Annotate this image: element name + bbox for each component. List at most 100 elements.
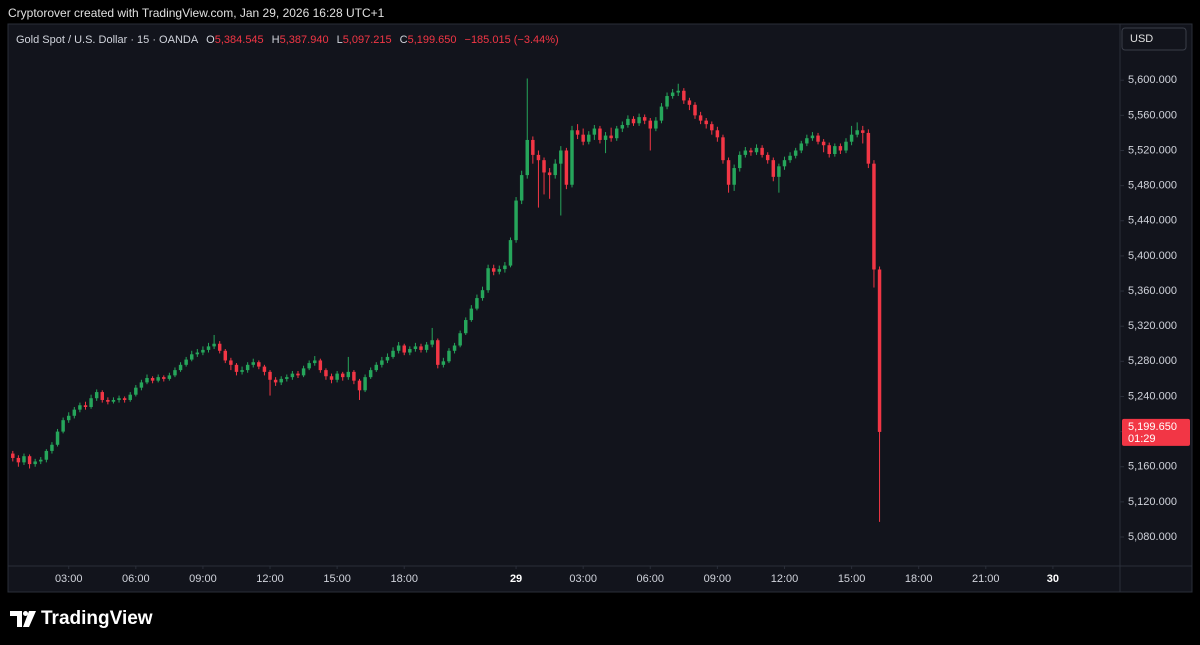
y-tick-label: 5,400.000: [1128, 250, 1177, 262]
candle-body: [318, 360, 323, 371]
x-tick-label: 12:00: [256, 573, 284, 585]
legend-line: Gold Spot / U.S. Dollar · 15 · OANDA O5,3…: [16, 34, 559, 46]
legend-value: 5,384.545: [215, 34, 264, 46]
candle-body: [821, 141, 826, 146]
candle-body: [374, 364, 379, 371]
candle-body: [575, 130, 580, 135]
candle-body: [134, 387, 138, 395]
candle-body: [447, 350, 451, 362]
x-tick-label: 30: [1047, 573, 1059, 585]
logo-mark: [10, 611, 22, 627]
chart-frame: [7, 23, 1193, 593]
candle-body: [710, 124, 714, 131]
candle-body: [491, 268, 496, 272]
candle-body: [167, 375, 172, 379]
candle-body: [78, 405, 82, 410]
y-tick-label: 5,080.000: [1128, 531, 1177, 543]
candle-body: [44, 450, 49, 460]
candle-body: [564, 150, 569, 185]
candle-body: [128, 394, 132, 400]
candle-body: [760, 147, 764, 155]
legend-key: H: [272, 34, 280, 46]
legend-value: 5,199.650: [408, 34, 457, 46]
candle-body: [469, 308, 474, 321]
candle-body: [368, 370, 373, 378]
candle-body: [592, 128, 597, 135]
candle-body: [452, 345, 457, 351]
candle-body: [279, 378, 283, 383]
candle-body: [637, 117, 641, 124]
x-tick-label: 18:00: [390, 573, 418, 585]
candle-body: [559, 150, 563, 164]
y-tick-label: 5,600.000: [1128, 74, 1177, 86]
legend-key: L: [337, 34, 343, 46]
candle-body: [89, 398, 93, 408]
candle-body: [793, 150, 798, 156]
x-tick-label: 06:00: [122, 573, 150, 585]
candle-body: [39, 459, 43, 462]
candle-body: [402, 345, 406, 353]
y-tick-label: 5,240.000: [1128, 390, 1177, 402]
candle-body: [715, 130, 720, 138]
candle-body: [670, 92, 675, 97]
candle-body: [408, 349, 412, 353]
symbol-title: Gold Spot / U.S. Dollar · 15 · OANDA: [16, 34, 199, 46]
candle-body: [245, 364, 250, 371]
candle-body: [150, 378, 155, 381]
candle-body: [626, 118, 630, 126]
candle-body: [514, 200, 518, 241]
y-tick-label: 5,560.000: [1128, 109, 1177, 121]
candle-body: [27, 456, 32, 465]
candle-body: [631, 118, 636, 124]
x-tick-label: 29: [510, 573, 522, 585]
candle-body: [290, 373, 295, 378]
candle-body: [106, 399, 110, 402]
candle-body: [570, 130, 574, 185]
candle-body: [877, 269, 882, 432]
legend-value: 5,387.940: [280, 34, 329, 46]
candle-body: [721, 137, 725, 161]
candle-body: [184, 359, 188, 365]
candle-body: [413, 346, 418, 350]
candle-body: [726, 160, 731, 185]
candle-body: [162, 377, 166, 379]
candle-body: [816, 135, 820, 142]
candle-body: [380, 360, 384, 365]
candle-body: [648, 120, 653, 129]
currency-box[interactable]: [1121, 27, 1187, 51]
candle-body: [156, 377, 160, 381]
candle-body: [609, 135, 613, 139]
candle-body: [324, 370, 328, 377]
legend-key: O: [206, 34, 215, 46]
candle-body: [665, 96, 669, 107]
y-tick-label: 5,120.000: [1128, 496, 1177, 508]
x-tick-label: 09:00: [704, 573, 732, 585]
candle-body: [363, 377, 367, 391]
candle-body: [704, 120, 708, 125]
candle-body: [531, 139, 535, 155]
brand-logo: TradingView: [10, 608, 153, 629]
candle-body: [553, 163, 557, 176]
candle-body: [117, 398, 121, 400]
candle-body: [765, 154, 770, 161]
candle-body: [754, 147, 759, 153]
last-price-label: 5,199.650: [1128, 421, 1177, 433]
countdown: 01:29: [1128, 433, 1156, 445]
candle-body: [458, 333, 462, 346]
candle-body: [173, 370, 177, 376]
candle-body: [195, 352, 200, 355]
candle-body: [844, 141, 848, 151]
candle-body: [436, 340, 440, 365]
candle-body: [206, 346, 211, 350]
candle-body: [217, 343, 222, 351]
x-tick-label: 18:00: [905, 573, 933, 585]
candle-body: [799, 143, 803, 151]
candle-body: [307, 363, 311, 369]
candle-body: [240, 370, 244, 372]
candle-body: [508, 240, 513, 266]
candle-body: [335, 373, 339, 380]
candle-body: [122, 398, 127, 400]
candle-body: [536, 154, 541, 161]
candle-body: [22, 456, 26, 463]
